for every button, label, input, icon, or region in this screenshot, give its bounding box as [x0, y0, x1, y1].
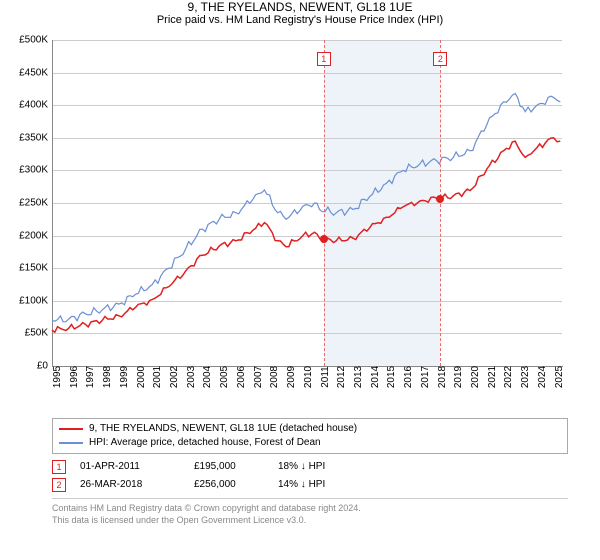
marker-line-1	[324, 40, 325, 366]
y-tick-label: £200K	[0, 230, 48, 241]
chart-subtitle: Price paid vs. HM Land Registry's House …	[0, 14, 600, 26]
legend-row: HPI: Average price, detached house, Fore…	[59, 436, 561, 450]
x-tick-label: 2014	[370, 366, 381, 388]
y-tick-label: £350K	[0, 132, 48, 143]
sale-pct: 14% ↓ HPI	[278, 476, 348, 494]
series-property	[52, 138, 560, 332]
sale-pct: 18% ↓ HPI	[278, 458, 348, 476]
x-tick-label: 2015	[386, 366, 397, 388]
legend-swatch	[59, 442, 83, 444]
x-tick-label: 2003	[186, 366, 197, 388]
marker-box-1: 1	[317, 52, 331, 66]
legend-row: 9, THE RYELANDS, NEWENT, GL18 1UE (detac…	[59, 422, 561, 436]
x-tick-label: 1998	[102, 366, 113, 388]
x-tick-label: 2018	[437, 366, 448, 388]
legend-label: HPI: Average price, detached house, Fore…	[89, 436, 321, 450]
chart-area: 9, THE RYELANDS, NEWENT, GL18 1UE Price …	[0, 0, 600, 418]
y-tick-label: £0	[0, 361, 48, 372]
chart-lines	[52, 40, 562, 366]
x-tick-label: 2010	[303, 366, 314, 388]
legend-swatch	[59, 428, 83, 430]
x-tick-label: 2000	[136, 366, 147, 388]
footer-attribution: Contains HM Land Registry data © Crown c…	[52, 498, 568, 526]
x-tick-label: 2022	[503, 366, 514, 388]
x-tick-label: 1999	[119, 366, 130, 388]
sales-table: 1 01-APR-2011 £195,000 18% ↓ HPI 2 26-MAR-201…	[52, 458, 568, 494]
series-hpi	[52, 94, 560, 322]
y-tick-label: £450K	[0, 67, 48, 78]
legend-label: 9, THE RYELANDS, NEWENT, GL18 1UE (detac…	[89, 422, 357, 436]
x-tick-label: 1995	[52, 366, 63, 388]
x-tick-label: 1997	[85, 366, 96, 388]
x-tick-label: 2020	[470, 366, 481, 388]
sale-date: 01-APR-2011	[80, 458, 180, 476]
sale-price: £256,000	[194, 476, 264, 494]
y-tick-label: £400K	[0, 100, 48, 111]
y-tick-label: £300K	[0, 165, 48, 176]
y-tick-label: £150K	[0, 263, 48, 274]
sale-dot-1	[320, 235, 328, 243]
x-tick-label: 2002	[169, 366, 180, 388]
sale-date: 26-MAR-2018	[80, 476, 180, 494]
x-tick-label: 2024	[537, 366, 548, 388]
x-tick-label: 2019	[453, 366, 464, 388]
y-tick-label: £100K	[0, 295, 48, 306]
x-tick-label: 2004	[202, 366, 213, 388]
y-tick-label: £50K	[0, 328, 48, 339]
sale-row: 2 26-MAR-2018 £256,000 14% ↓ HPI	[52, 476, 568, 494]
x-tick-label: 2011	[320, 366, 331, 388]
x-tick-label: 2013	[353, 366, 364, 388]
x-tick-label: 2005	[219, 366, 230, 388]
x-tick-label: 2017	[420, 366, 431, 388]
sale-box: 2	[52, 478, 66, 492]
x-tick-label: 1996	[69, 366, 80, 388]
marker-box-2: 2	[433, 52, 447, 66]
x-tick-label: 2006	[236, 366, 247, 388]
chart-title: 9, THE RYELANDS, NEWENT, GL18 1UE	[0, 0, 600, 14]
footer-line: Contains HM Land Registry data © Crown c…	[52, 502, 568, 514]
x-tick-label: 2012	[336, 366, 347, 388]
sale-row: 1 01-APR-2011 £195,000 18% ↓ HPI	[52, 458, 568, 476]
x-tick-label: 2025	[554, 366, 565, 388]
footer-line: This data is licensed under the Open Gov…	[52, 514, 568, 526]
legend: 9, THE RYELANDS, NEWENT, GL18 1UE (detac…	[52, 418, 568, 454]
x-tick-label: 2009	[286, 366, 297, 388]
x-tick-label: 2021	[487, 366, 498, 388]
x-tick-label: 2016	[403, 366, 414, 388]
sale-dot-2	[436, 195, 444, 203]
y-tick-label: £250K	[0, 198, 48, 209]
x-tick-label: 2001	[152, 366, 163, 388]
x-tick-label: 2008	[269, 366, 280, 388]
y-tick-label: £500K	[0, 35, 48, 46]
sale-price: £195,000	[194, 458, 264, 476]
x-tick-label: 2023	[520, 366, 531, 388]
sale-box: 1	[52, 460, 66, 474]
x-tick-label: 2007	[253, 366, 264, 388]
